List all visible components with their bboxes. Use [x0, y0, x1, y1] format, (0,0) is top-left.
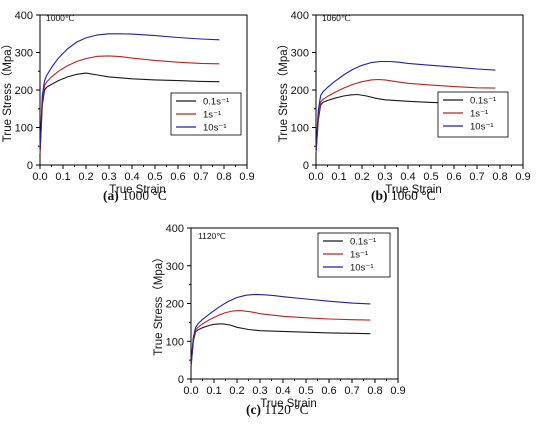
x-tick-label: 0.3: [377, 171, 392, 183]
x-axis-title: True Strain: [260, 398, 316, 410]
legend-label: 10s⁻¹: [470, 122, 494, 133]
caption-text: 1060 °C: [388, 188, 436, 203]
legend-label: 10s⁻¹: [350, 263, 374, 274]
x-tick-label: 0.4: [275, 385, 290, 397]
caption-letter: (c): [246, 402, 261, 417]
x-tick-label: 0.0: [183, 385, 198, 397]
plot-frame: [39, 14, 248, 166]
x-tick-label: 0.7: [344, 385, 359, 397]
legend: 0.1s⁻¹ 1s⁻¹ 10s⁻¹: [317, 232, 391, 278]
x-axis-title: True Strain: [109, 184, 165, 196]
y-tick-label: 0: [303, 160, 309, 172]
series-line-2: [190, 310, 371, 366]
caption-text: 1000 °C: [119, 188, 167, 203]
x-tick-label: 0.1: [331, 171, 346, 183]
x-tick-label: 0.7: [193, 171, 208, 183]
x-tick-label: 0.4: [124, 171, 139, 183]
x-tick-label: 0.4: [400, 171, 415, 183]
y-tick-label: 100: [166, 336, 184, 348]
y-tick-label: 0: [178, 374, 184, 386]
x-tick-label: 0.2: [229, 385, 244, 397]
x-tick-label: 0.6: [446, 171, 461, 183]
legend: 0.1s⁻¹ 1s⁻¹ 10s⁻¹: [437, 91, 509, 138]
caption-text: 1120 °C: [261, 402, 309, 417]
plot-frame: [315, 14, 524, 166]
chart-panel-a: 0.0 0.1 0.2 0.3 0.4 0.5 0.6 0.7 0.8 0.9 0 100 200 300…: [1, 10, 255, 203]
x-tick-label: 0.1: [55, 171, 70, 183]
y-tick-label: 300: [15, 48, 33, 60]
series-line-3: [39, 33, 220, 151]
chart-panel-c: 0.0 0.1 0.2 0.3 0.4 0.5 0.6 0.7 0.8 0.9 0 100 200 300…: [152, 223, 406, 417]
legend-label: 1s⁻¹: [470, 109, 488, 120]
legend: 0.1s⁻¹ 1s⁻¹ 10s⁻¹: [170, 92, 242, 136]
x-tick-label: 0.6: [170, 171, 185, 183]
x-tick-label: 0.0: [308, 171, 323, 183]
x-tick-label: 0.0: [32, 171, 47, 183]
x-axis-title: True Strain: [385, 184, 441, 196]
y-tick-label: 400: [291, 10, 309, 22]
y-tick-label: 300: [166, 261, 184, 273]
x-tick-label: 0.9: [390, 385, 405, 397]
legend-label: 10s⁻¹: [203, 123, 227, 134]
x-tick-label: 0.3: [101, 171, 116, 183]
panel-caption: (b) 1060 °C: [371, 188, 436, 203]
x-tick-label: 0.3: [252, 385, 267, 397]
chart-panel-b: 0.0 0.1 0.2 0.3 0.4 0.5 0.6 0.7 0.8 0.9 0 100 200 300…: [277, 10, 531, 203]
panel-caption: (a) 1000 °C: [103, 188, 167, 203]
x-tick-label: 0.5: [147, 171, 162, 183]
series-line-3: [190, 293, 371, 364]
x-tick-label: 0.6: [321, 385, 336, 397]
y-tick-label: 400: [166, 223, 184, 235]
x-tick-label: 0.2: [354, 171, 369, 183]
temperature-label: 1060℃: [322, 13, 351, 23]
series-line-2: [315, 78, 496, 152]
y-axis-title: True Stress（Mpa）: [1, 38, 14, 142]
x-tick-label: 0.8: [216, 171, 231, 183]
y-tick-label: 200: [166, 299, 184, 311]
x-tick-label: 0.5: [423, 171, 438, 183]
y-axis-title: True Stress（Mpa）: [152, 251, 165, 355]
x-tick-label: 0.7: [469, 171, 484, 183]
x-tick-label: 0.1: [206, 385, 221, 397]
x-tick-label: 0.9: [239, 171, 254, 183]
caption-letter: (a): [103, 188, 119, 203]
y-tick-label: 300: [291, 48, 309, 60]
y-tick-label: 400: [15, 10, 33, 22]
y-axis-title: True Stress（Mpa）: [277, 38, 290, 142]
y-tick-label: 200: [15, 85, 33, 97]
legend-label: 1s⁻¹: [203, 110, 221, 121]
x-tick-label: 0.8: [492, 171, 507, 183]
legend-box: [317, 232, 391, 278]
y-tick-label: 100: [15, 123, 33, 135]
series-line-3: [315, 60, 496, 151]
temperature-label: 1000℃: [46, 13, 75, 23]
x-tick-label: 0.2: [78, 171, 93, 183]
y-tick-label: 100: [291, 123, 309, 135]
legend-label: 0.1s⁻¹: [470, 96, 496, 107]
legend-label: 0.1s⁻¹: [203, 97, 229, 108]
x-tick-label: 0.9: [515, 171, 530, 183]
series-line-1: [39, 72, 220, 154]
legend-label: 0.1s⁻¹: [350, 237, 376, 248]
legend-label: 1s⁻¹: [350, 250, 368, 261]
y-tick-label: 0: [27, 160, 33, 172]
caption-letter: (b): [371, 188, 388, 203]
x-tick-label: 0.5: [298, 385, 313, 397]
x-tick-label: 0.8: [367, 385, 382, 397]
temperature-label: 1120℃: [198, 231, 226, 241]
series-line-1: [190, 323, 371, 368]
series-line-2: [39, 55, 220, 154]
panel-caption: (c) 1120 °C: [246, 402, 309, 417]
y-tick-label: 200: [291, 85, 309, 97]
